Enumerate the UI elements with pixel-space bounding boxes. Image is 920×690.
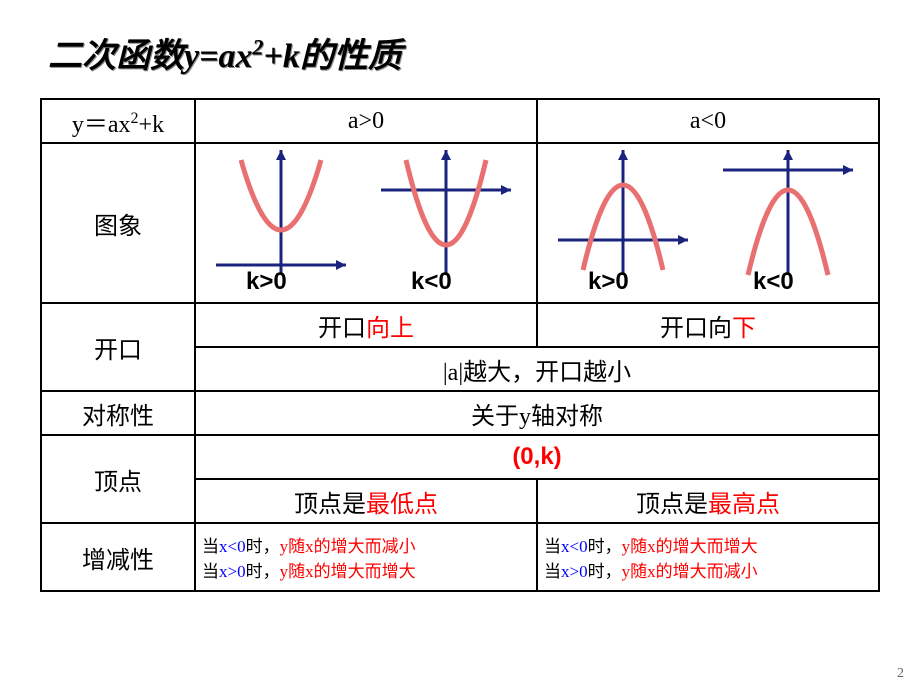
m3a: 当 [544,537,561,556]
row-label-vertex: 顶点 [41,435,195,523]
m4b: x>0 [561,562,588,581]
m3b: x<0 [561,537,588,556]
k-label-4: k<0 [753,268,794,296]
page-title: 二次函数y=ax2+k的性质 [48,28,402,77]
vertex-value: (0,k) [512,443,561,470]
k-label-1: k>0 [246,268,287,296]
graph-cell-positive: k>0 k<0 [195,143,537,303]
header-a-negative: a<0 [537,99,879,143]
header-post: +k [139,112,165,138]
vtx-right-pre: 顶点是 [636,492,708,518]
properties-table: y＝ax2+k a>0 a<0 图象 [40,98,880,592]
row-label-opening: 开口 [41,303,195,391]
opening-positive: 开口向上 [195,303,537,347]
m2c: 时， [246,562,280,581]
symmetry-value: 关于y轴对称 [195,391,879,435]
m2d: y随x的增大而增大 [280,562,416,581]
mono-positive: 当x<0时，y随x的增大而减小 当x>0时，y随x的增大而增大 [195,523,537,591]
m4a: 当 [544,562,561,581]
m4c: 时， [588,562,622,581]
open-right-pre: 开口向 [660,316,732,342]
opening-note: |a|越大，开口越小 [195,347,879,391]
open-left-pre: 开口 [318,316,366,342]
m1a: 当 [202,537,219,556]
m2b: x>0 [219,562,246,581]
header-sup: 2 [131,110,139,127]
open-left-red: 向上 [366,316,414,342]
row-label-image: 图象 [41,143,195,303]
vertex-negative: 顶点是最高点 [537,479,879,523]
k-label-2: k<0 [411,268,452,296]
m4d: y随x的增大而减小 [622,562,758,581]
open-right-red: 下 [732,316,756,342]
page-number: 2 [897,666,904,682]
m1c: 时， [246,537,280,556]
row-label-symmetry: 对称性 [41,391,195,435]
header-formula: y＝ax2+k [41,99,195,143]
vtx-right-red: 最高点 [708,492,780,518]
title-pre: 二次函数y=ax [48,38,252,75]
row-label-monotonicity: 增减性 [41,523,195,591]
title-sup: 2 [252,35,263,60]
m1d: y随x的增大而减小 [280,537,416,556]
header-pre: y＝ax [72,112,131,138]
m3c: 时， [588,537,622,556]
mono-negative: 当x<0时，y随x的增大而增大 当x>0时，y随x的增大而减小 [537,523,879,591]
vtx-left-red: 最低点 [366,492,438,518]
opening-negative: 开口向下 [537,303,879,347]
m2a: 当 [202,562,219,581]
header-a-positive: a>0 [195,99,537,143]
vtx-left-pre: 顶点是 [294,492,366,518]
title-post: +k的性质 [263,38,401,75]
m3d: y随x的增大而增大 [622,537,758,556]
k-label-3: k>0 [588,268,629,296]
m1b: x<0 [219,537,246,556]
vertex-value-cell: (0,k) [195,435,879,479]
vertex-positive: 顶点是最低点 [195,479,537,523]
graph-cell-negative: k>0 k<0 [537,143,879,303]
